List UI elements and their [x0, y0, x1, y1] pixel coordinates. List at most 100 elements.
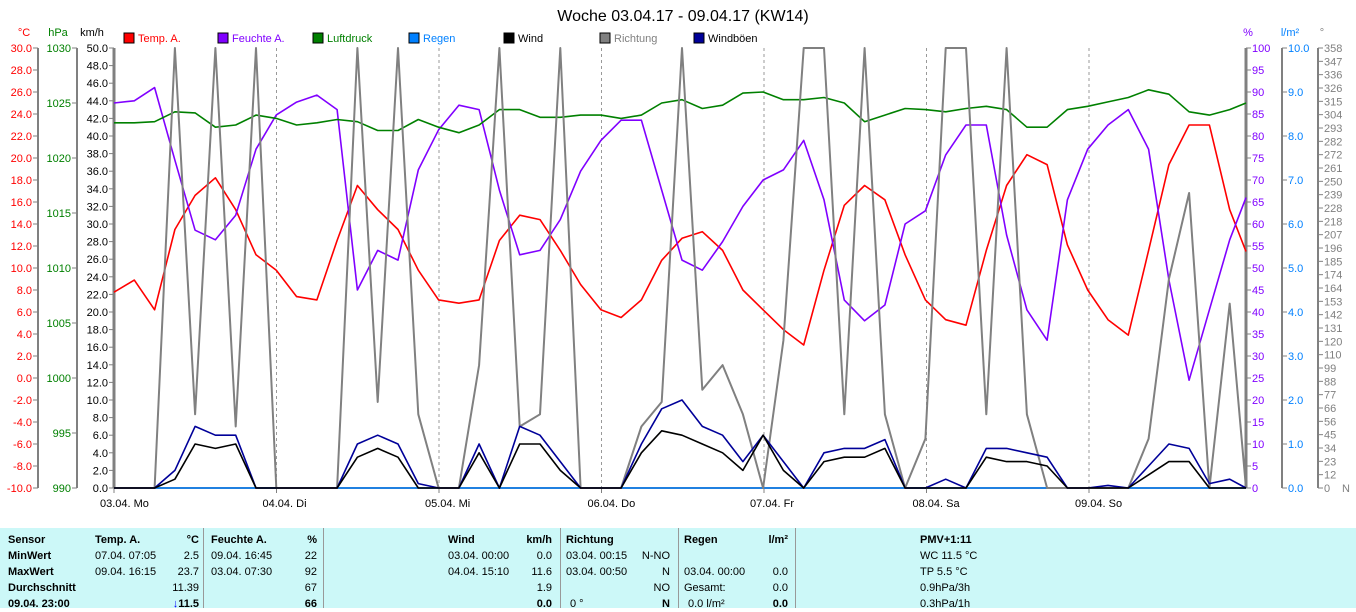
wind-tick-label: 42.0 — [87, 113, 108, 125]
wind-tick-label: 10.0 — [87, 395, 108, 407]
direction-tick-label: 12 — [1324, 470, 1336, 482]
legend-label: Windböen — [708, 33, 758, 45]
direction-current-deg: 0 ° — [570, 598, 584, 610]
rain-tick-label: 0.0 — [1288, 483, 1303, 495]
humidity-tick-label: 100 — [1252, 43, 1270, 55]
humidity-min: 22 — [304, 550, 317, 562]
wind-tick-label: 8.0 — [93, 413, 108, 425]
direction-tick-label: 261 — [1324, 163, 1342, 175]
rain-max-time: 03.04. 00:00 — [684, 566, 746, 578]
rain-tick-label: 4.0 — [1288, 307, 1303, 319]
wind-tick-label: 32.0 — [87, 201, 108, 213]
series-temp-a--line — [113, 124, 1247, 346]
direction-tick-label: 185 — [1324, 256, 1342, 268]
wind-avg: 1.9 — [536, 582, 552, 594]
direction-tick-label: 56 — [1324, 416, 1336, 428]
humidity-tick-label: 40 — [1252, 307, 1264, 319]
windchill-value: WC 11.5 °C — [920, 550, 978, 562]
direction-tick-label: 99 — [1324, 363, 1336, 375]
legend-swatch — [217, 32, 229, 44]
humidity-tick-label: 45 — [1252, 285, 1264, 297]
pressure-tick-label: 990 — [53, 483, 71, 495]
humidity-avg: 67 — [304, 582, 317, 594]
rain-tick-label: 7.0 — [1288, 175, 1303, 187]
wind-tick-label: 20.0 — [87, 307, 108, 319]
wind-tick-label: 46.0 — [87, 78, 108, 90]
wind-tick-label: 16.0 — [87, 342, 108, 354]
wind-tick-label: 44.0 — [87, 96, 108, 108]
direction-tick-label: 250 — [1324, 176, 1342, 188]
temp-tick-label: 24.0 — [11, 109, 32, 121]
pressure-trend-1h: 0.3hPa/1h — [920, 598, 971, 610]
series-feuchte-a--line — [113, 86, 1247, 382]
legend-label: Temp. A. — [138, 33, 181, 45]
wind-tick-label: 26.0 — [87, 254, 108, 266]
direction-max-time: 03.04. 00:50 — [566, 566, 628, 578]
wind-max: 11.6 — [531, 566, 552, 578]
legend-label: Luftdruck — [327, 33, 373, 45]
direction-tick-label: 239 — [1324, 190, 1342, 202]
humidity-unit: % — [307, 534, 317, 546]
temp-tick-label: 8.0 — [17, 285, 32, 297]
rain-tick-label: 3.0 — [1288, 351, 1303, 363]
direction-current: N — [662, 598, 670, 610]
temp-unit: °C — [186, 534, 199, 546]
direction-avg: NO — [653, 582, 671, 594]
direction-tick-label: 23 — [1324, 456, 1336, 468]
pressure-tick-label: 1030 — [47, 43, 71, 55]
temp-tick-label: -8.0 — [13, 461, 32, 473]
rain-current: 0.0 — [772, 598, 788, 610]
humidity-tick-label: 70 — [1252, 175, 1264, 187]
legend-label: Regen — [423, 33, 455, 45]
direction-tick-label: 218 — [1324, 216, 1342, 228]
wind-tick-label: 12.0 — [87, 377, 108, 389]
temp-tick-label: 22.0 — [11, 131, 32, 143]
direction-end-label: N — [1342, 483, 1350, 495]
day-label: 07.04. Fr — [750, 498, 794, 510]
humidity-axis-unit: % — [1243, 27, 1253, 39]
humidity-header: Feuchte A. — [211, 534, 267, 546]
legend: Temp. A. Feuchte A. Luftdruck Regen Wind Rich… — [123, 32, 758, 45]
temp-tick-label: 10.0 — [11, 263, 32, 275]
series-windböen-line — [114, 399, 1247, 489]
series-wind-line — [114, 429, 1246, 489]
wind-unit: km/h — [526, 534, 552, 546]
pressure-axis-unit: hPa — [48, 27, 68, 39]
day-label: 04.04. Di — [263, 498, 307, 510]
temp-tick-label: 26.0 — [11, 87, 32, 99]
direction-tick-label: 336 — [1324, 70, 1342, 82]
wind-tick-label: 24.0 — [87, 272, 108, 284]
direction-tick-label: 153 — [1324, 296, 1342, 308]
rain-header: Regen — [684, 534, 718, 546]
humidity-tick-label: 5 — [1252, 461, 1258, 473]
humidity-current: 66 — [304, 598, 317, 610]
direction-tick-label: 174 — [1324, 270, 1342, 282]
humidity-tick-label: 25 — [1252, 373, 1264, 385]
temp-tick-label: 20.0 — [11, 153, 32, 165]
humidity-tick-label: 15 — [1252, 417, 1264, 429]
chart-title: Woche 03.04.17 - 09.04.17 (KW14) — [557, 8, 808, 25]
direction-tick-label: 315 — [1324, 96, 1342, 108]
legend-swatch — [408, 32, 420, 44]
direction-tick-label: 45 — [1324, 430, 1336, 442]
series-richtung-line — [114, 47, 1247, 489]
temp-tick-label: 30.0 — [11, 43, 32, 55]
day-label: 03.04. Mo — [100, 498, 149, 510]
wind-tick-label: 48.0 — [87, 61, 108, 73]
direction-tick-label: 282 — [1324, 136, 1342, 148]
temp-tick-label: 0.0 — [17, 373, 32, 385]
wind-tick-label: 40.0 — [87, 131, 108, 143]
temp-tick-label: 2.0 — [17, 351, 32, 363]
direction-tick-label: 88 — [1324, 376, 1336, 388]
humidity-tick-label: 20 — [1252, 395, 1264, 407]
humidity-tick-label: 95 — [1252, 65, 1264, 77]
temp-tick-label: -4.0 — [13, 417, 32, 429]
direction-tick-label: 326 — [1324, 83, 1342, 95]
row-label-min: MinWert — [8, 550, 52, 562]
direction-tick-label: 304 — [1324, 110, 1342, 122]
wind-header: Wind — [448, 534, 475, 546]
direction-tick-label: 207 — [1324, 230, 1342, 242]
rain-tick-label: 6.0 — [1288, 219, 1303, 231]
wind-tick-label: 34.0 — [87, 184, 108, 196]
day-label: 06.04. Do — [588, 498, 636, 510]
